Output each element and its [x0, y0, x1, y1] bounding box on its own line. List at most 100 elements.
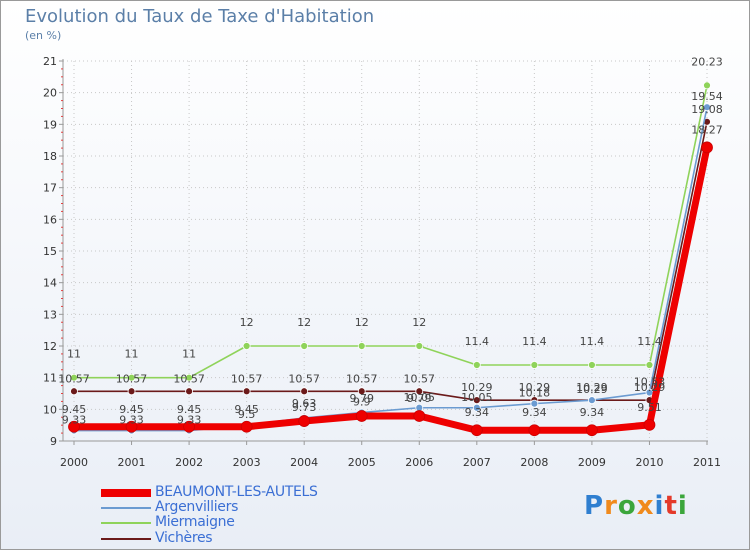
data-point [530, 399, 539, 408]
x-tick-label: 2004 [290, 456, 318, 469]
data-label: 9.34 [465, 406, 490, 419]
x-tick-label: 2006 [405, 456, 433, 469]
data-label: 9.45 [62, 403, 87, 416]
logo-letter: r [604, 491, 618, 521]
data-label: 10.57 [346, 372, 378, 385]
data-point [528, 424, 541, 437]
chart-title: Evolution du Taux de Taxe d'Habitation [25, 6, 375, 27]
data-label: 9.5 [238, 408, 256, 421]
data-label: 9.33 [177, 414, 202, 427]
y-tick-label: 11 [43, 372, 57, 385]
data-label: 10.29 [461, 381, 493, 394]
data-point [588, 361, 596, 369]
legend-swatch [101, 522, 151, 524]
logo-letter: i [654, 491, 665, 521]
series-miermaigne [70, 81, 711, 382]
data-label: 11.4 [465, 335, 490, 348]
data-point [586, 424, 598, 437]
data-point [588, 396, 596, 405]
data-point [530, 361, 539, 369]
data-label: 10.53 [634, 376, 666, 389]
x-tick-label: 2002 [175, 456, 203, 469]
y-tick-label: 16 [43, 213, 57, 226]
data-point [357, 342, 366, 350]
data-label: 10.18 [519, 387, 551, 400]
data-label: 12 [412, 316, 426, 329]
x-tick-label: 2011 [693, 456, 721, 469]
series-beaumont-les-autels [68, 141, 713, 437]
logo-letter: x [636, 491, 655, 521]
data-label: 11.4 [522, 335, 547, 348]
data-point [703, 81, 711, 90]
series-line [74, 146, 711, 434]
data-label: 11.4 [580, 335, 605, 348]
data-point [127, 373, 136, 382]
data-point [472, 403, 481, 412]
data-label: 11 [67, 348, 81, 361]
y-axis-unit: (en %) [25, 29, 62, 42]
data-point [355, 410, 368, 422]
data-point [242, 342, 251, 350]
data-point [240, 420, 253, 433]
data-point [127, 387, 136, 396]
x-tick-label: 2001 [118, 456, 146, 469]
y-tick-label: 17 [43, 182, 57, 195]
x-tick-label: 2000 [60, 456, 88, 469]
legend-item: Argenvilliers [101, 499, 401, 516]
data-point [643, 418, 656, 431]
data-label: 10.05 [461, 391, 493, 404]
x-tick-label: 2008 [520, 456, 548, 469]
data-point [242, 387, 251, 396]
data-label: 11.4 [637, 335, 662, 348]
data-label: 9.79 [349, 392, 374, 405]
legend-item: Miermaigne [101, 514, 401, 531]
data-point [701, 141, 713, 154]
data-point [125, 420, 138, 433]
series-line [74, 85, 708, 379]
data-point [70, 387, 78, 396]
data-label: 10.57 [231, 372, 263, 385]
data-label: 9.33 [62, 414, 87, 427]
y-tick-label: 10 [43, 403, 57, 416]
data-label: 11 [125, 348, 139, 361]
x-tick-label: 2010 [635, 456, 663, 469]
x-tick-label: 2003 [233, 456, 261, 469]
data-point [185, 387, 193, 396]
data-label: 20.23 [691, 55, 723, 68]
data-label: 9.73 [292, 401, 317, 414]
series-line [74, 121, 708, 401]
data-label: 10.57 [404, 372, 436, 385]
data-point [357, 387, 366, 396]
data-label: 12 [297, 316, 311, 329]
legend-label: Vichères [155, 530, 213, 546]
data-label: 12 [240, 316, 254, 329]
data-label: 9.45 [177, 403, 202, 416]
data-point [415, 342, 424, 350]
y-tick-label: 19 [43, 118, 57, 131]
data-label: 9.79 [407, 392, 432, 405]
x-tick-label: 2007 [463, 456, 491, 469]
data-label: 10.29 [576, 381, 608, 394]
data-point [470, 424, 483, 437]
legend-label: Miermaigne [155, 514, 235, 530]
data-point [472, 361, 481, 369]
data-label: 10.57 [173, 372, 205, 385]
data-point [298, 415, 311, 427]
legend-item: BEAUMONT-LES-AUTELS [101, 484, 401, 501]
legend-swatch [101, 507, 151, 509]
x-tick-label: 2005 [348, 456, 376, 469]
logo-letter: o [617, 491, 637, 521]
logo-letter: t [664, 491, 678, 521]
data-label: 10.29 [519, 381, 551, 394]
data-point [472, 396, 481, 405]
x-tick-label: 2009 [578, 456, 606, 469]
data-label: 9.9 [353, 396, 371, 409]
data-label: 10.57 [116, 372, 148, 385]
series-line [74, 107, 708, 432]
data-point [183, 420, 195, 433]
data-label: 9.34 [522, 406, 547, 419]
logo-letter: i [677, 491, 688, 521]
data-label: 19.08 [691, 103, 723, 116]
